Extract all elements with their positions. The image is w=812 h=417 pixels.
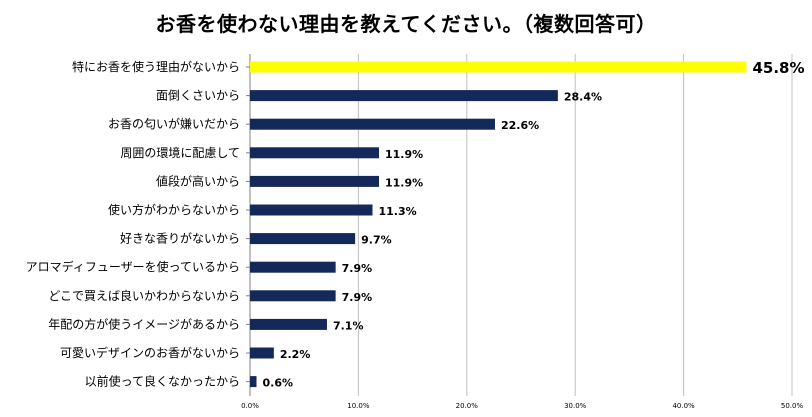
value-label-4: 11.9%	[385, 176, 423, 189]
value-label-9: 7.1%	[333, 319, 364, 332]
category-label-10: 可愛いデザインのお香がないから	[60, 345, 240, 360]
category-label-7: アロマディフューザーを使っているから	[26, 259, 240, 274]
x-tick-label-1: 10.0%	[347, 402, 370, 410]
category-label-5: 使い方がわからないから	[108, 202, 240, 217]
value-label-1: 28.4%	[564, 91, 602, 104]
category-label-6: 好きな香りがないから	[120, 231, 240, 246]
bar-11	[250, 376, 257, 388]
category-label-2: お香の匂いが嫌いだから	[108, 116, 240, 131]
value-label-0: 45.8%	[752, 59, 804, 77]
value-label-2: 22.6%	[501, 119, 539, 132]
chart-title: お香を使わない理由を教えてください。（複数回答可）	[155, 12, 657, 36]
x-tick-label-0: 0.0%	[241, 402, 259, 410]
bar-4	[250, 175, 379, 187]
value-label-7: 7.9%	[342, 262, 373, 275]
category-label-1: 面倒くさいから	[156, 89, 240, 103]
value-label-5: 11.3%	[378, 205, 416, 218]
category-label-0: 特にお香を使う理由がないから	[72, 59, 240, 74]
bar-8	[250, 290, 336, 302]
category-label-8: どこで買えば良いかわからないから	[48, 288, 240, 303]
bar-6	[250, 233, 356, 245]
bar-3	[250, 147, 379, 159]
category-label-11: 以前使って良くなかったから	[85, 374, 240, 389]
x-tick-label-2: 20.0%	[456, 402, 479, 410]
value-label-10: 2.2%	[280, 348, 311, 361]
value-label-6: 9.7%	[361, 234, 392, 247]
bar-0	[250, 61, 747, 73]
bar-2	[250, 118, 495, 130]
category-label-9: 年配の方が使うイメージがあるから	[48, 316, 240, 331]
x-tick-label-4: 40.0%	[672, 402, 695, 410]
x-tick-label-5: 50.0%	[781, 402, 804, 410]
x-tick-label-3: 30.0%	[564, 402, 587, 410]
bar-7	[250, 261, 336, 273]
bar-9	[250, 318, 327, 330]
value-label-3: 11.9%	[385, 148, 423, 161]
bar-5	[250, 204, 373, 216]
bar-10	[250, 347, 274, 359]
category-label-3: 周囲の環境に配慮して	[120, 145, 240, 160]
bar-1	[250, 90, 558, 102]
category-label-4: 値段が高いから	[156, 173, 240, 188]
value-label-11: 0.6%	[263, 377, 294, 390]
value-label-8: 7.9%	[342, 291, 373, 304]
